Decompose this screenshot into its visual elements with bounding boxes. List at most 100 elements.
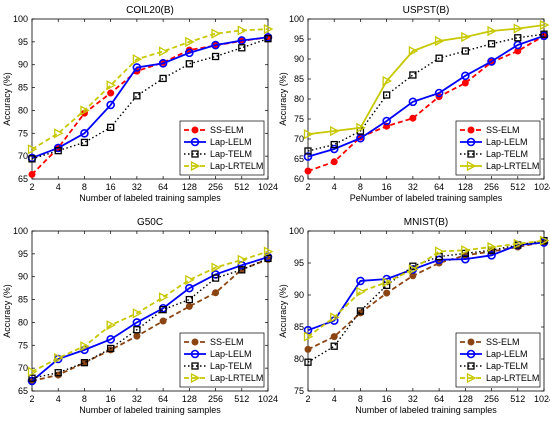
x-tick-label: 32 [408,182,418,192]
series-line [307,35,545,172]
legend-marker [190,349,200,359]
chart-title: USPST(B) [403,5,450,16]
data-point [80,105,90,116]
data-point [185,48,194,58]
x-tick-label: 128 [182,182,197,192]
x-tick-label: 2 [305,182,310,192]
data-point [487,40,496,48]
data-point [514,34,522,42]
legend-label: Lap-TELM [210,149,252,159]
data-point [264,254,272,263]
data-point [107,344,115,353]
x-tick-label: 8 [82,394,87,404]
y-tick-label: 100 [289,226,304,236]
data-point [304,167,312,175]
x-tick-label: 128 [182,394,197,404]
data-point [54,128,64,139]
series-2 [303,31,549,161]
data-point [303,331,314,342]
data-point [211,270,220,279]
data-point [382,116,391,126]
y-axis-label: Accuracy (%) [2,72,12,126]
data-point [409,114,417,122]
data-point [513,238,524,249]
data-point [133,332,141,340]
y-tick-label: 100 [13,14,28,24]
data-point [185,60,193,68]
data-point [513,40,523,50]
plot-frame [31,230,269,392]
legend-marker [467,126,475,134]
y-tick-label: 65 [294,154,304,164]
legend-marker [191,362,199,370]
legend-label: Lap-LELM [210,349,252,359]
data-point [185,36,195,47]
x-tick-label: 4 [56,394,61,404]
data-point [263,23,274,35]
data-point [159,317,167,325]
data-point [304,147,312,155]
chart-title: COIL20(B) [126,5,174,16]
series-line [31,256,269,382]
x-tick-label: 16 [106,394,116,404]
x-tick-label: 32 [408,394,418,404]
data-point [54,369,62,377]
series-line [31,37,269,160]
x-tick-label: 32 [132,182,142,192]
data-point [28,170,36,178]
data-point [487,251,496,260]
data-point [382,75,393,87]
legend-label: SS-ELM [486,337,520,347]
data-point [461,47,469,55]
legend-marker [467,362,475,370]
x-tick-label: 2 [29,182,34,192]
y-tick-label: 85 [18,83,28,93]
legend-label: Lap-LELM [486,137,528,147]
data-point [237,25,248,36]
data-point [461,71,470,81]
data-point [356,307,365,315]
y-tick-label: 95 [294,258,304,268]
y-tick-label: 100 [289,14,304,24]
data-point [211,274,220,282]
series-3 [304,30,548,155]
data-point [211,40,220,50]
data-point [539,235,550,246]
y-tick-label: 70 [18,151,28,161]
y-axis-label: Accuracy (%) [278,284,288,338]
data-point [133,92,141,100]
x-tick-label: 256 [484,394,499,404]
data-point [540,30,548,38]
legend-marker [190,372,201,384]
data-point [80,138,89,147]
y-tick-label: 90 [18,272,28,282]
x-tick-label: 64 [434,182,444,192]
series-line [307,239,545,363]
x-tick-label: 256 [484,182,499,192]
x-tick-label: 512 [510,394,525,404]
x-tick-label: 512 [234,394,249,404]
legend-label: Lap-LELM [486,349,528,359]
series-4 [27,23,274,155]
data-point [28,155,36,163]
legend-marker [466,137,476,147]
data-point [330,333,338,341]
data-point [80,128,89,138]
data-point [238,266,246,274]
data-point [461,245,471,256]
x-tick-label: 2 [29,394,34,404]
x-tick-label: 4 [56,182,61,192]
legend-label: SS-ELM [210,125,244,135]
data-point [132,63,142,72]
chart-title: MNIST(B) [404,217,448,228]
data-point [356,133,365,143]
data-point [211,262,221,273]
data-point [237,36,247,45]
x-tick-label: 16 [382,182,392,192]
data-point [330,342,338,350]
data-point [185,295,193,304]
data-point [107,89,115,97]
y-tick-label: 65 [18,386,28,396]
x-tick-label: 16 [382,394,392,404]
